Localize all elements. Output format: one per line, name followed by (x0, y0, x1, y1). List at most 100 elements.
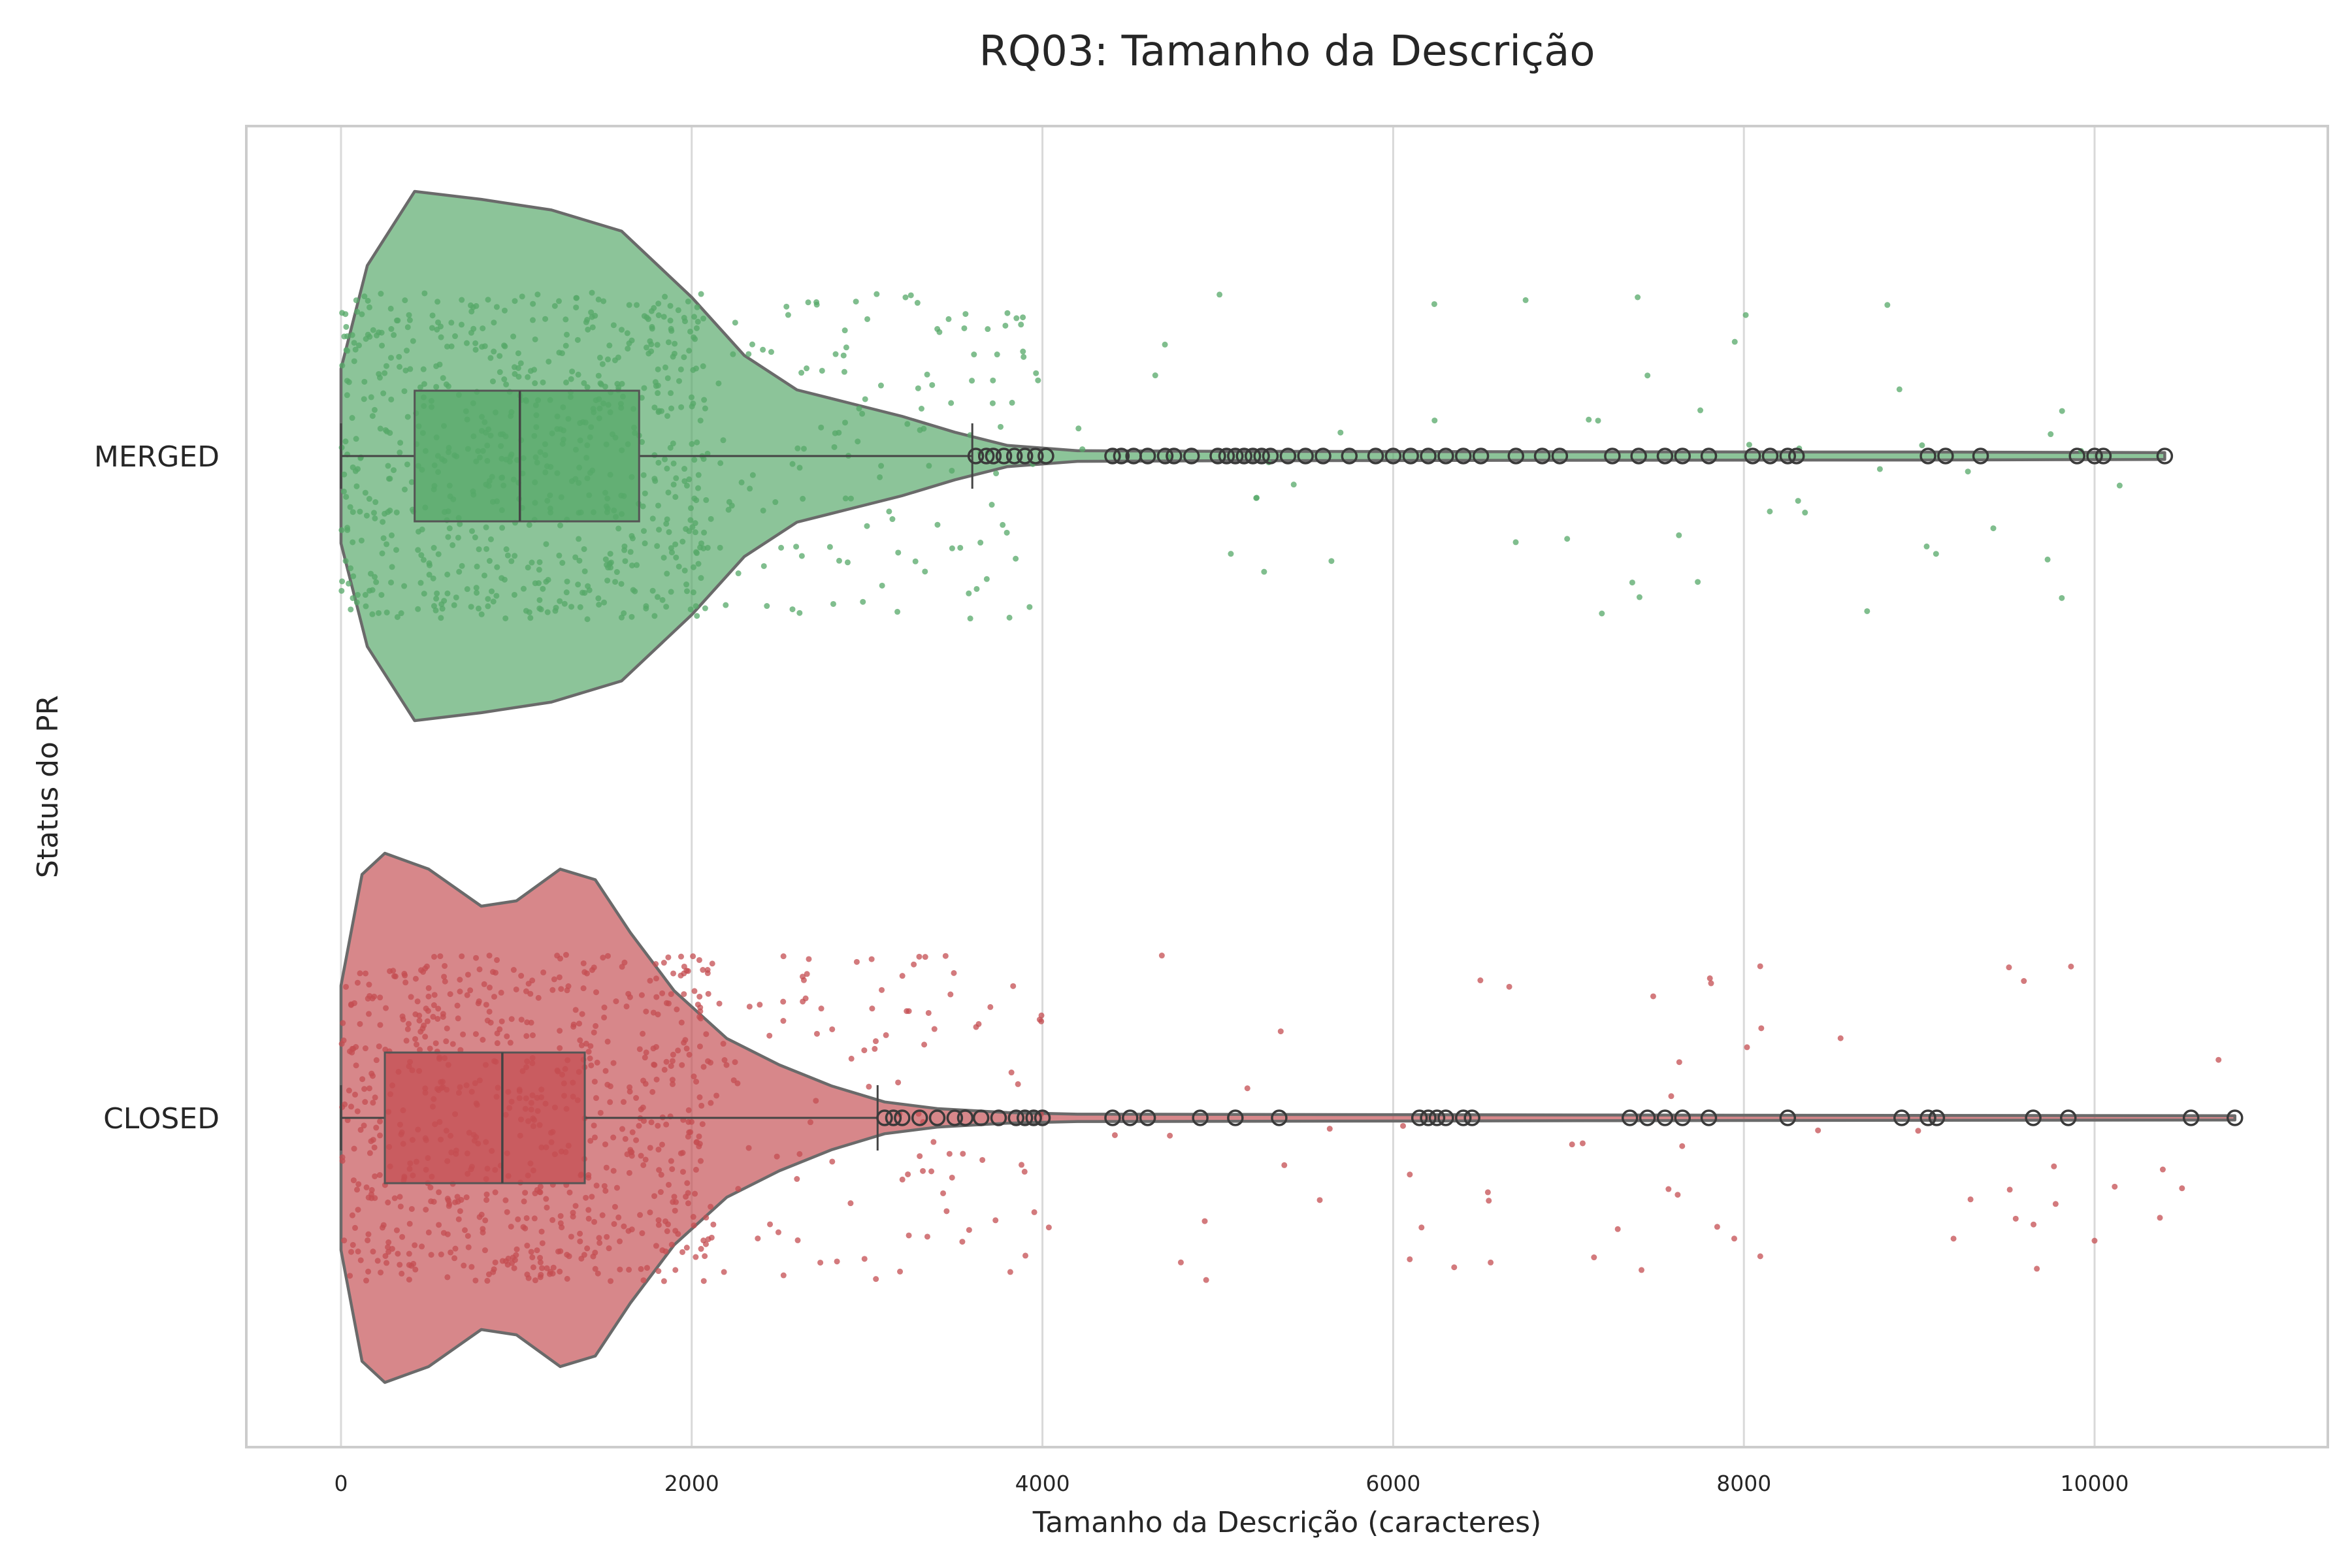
strip-point (581, 568, 588, 574)
strip-point (794, 1176, 800, 1183)
strip-point (904, 1008, 910, 1015)
strip-point (512, 553, 518, 559)
strip-point (943, 1208, 950, 1215)
strip-point (1021, 1168, 1028, 1175)
strip-point (619, 964, 625, 970)
strip-point (1933, 551, 1939, 557)
strip-point (525, 564, 531, 571)
strip-point (686, 528, 693, 534)
strip-point (1035, 377, 1041, 384)
outlier-point (1656, 448, 1674, 465)
outlier-point (1297, 448, 1314, 465)
strip-point (576, 536, 582, 542)
strip-point (629, 1226, 635, 1233)
strip-point (424, 1018, 431, 1024)
strip-point (942, 953, 949, 959)
strip-point (869, 1005, 875, 1012)
strip-point (406, 1220, 413, 1227)
strip-point (556, 974, 563, 981)
strip-point (1744, 1044, 1750, 1051)
strip-point (1757, 963, 1763, 970)
strip-point (656, 527, 662, 533)
strip-point (492, 1259, 498, 1266)
strip-point (536, 566, 542, 573)
strip-point (341, 333, 348, 340)
strip-point (444, 343, 450, 350)
strip-point (675, 1047, 681, 1054)
strip-point (647, 1145, 653, 1151)
strip-point (412, 1242, 418, 1249)
outlier-point (995, 448, 1013, 465)
strip-point (668, 549, 675, 556)
strip-point (2059, 595, 2065, 601)
strip-point (378, 291, 384, 297)
strip-point (877, 382, 884, 389)
violins (339, 189, 2236, 1384)
strip-point (684, 1180, 691, 1186)
strip-point (457, 976, 463, 983)
strip-point (802, 995, 809, 1002)
strip-point (584, 384, 591, 391)
strip-point (448, 1249, 454, 1256)
strip-point (818, 424, 825, 431)
strip-point (670, 482, 677, 488)
strip-point (526, 521, 532, 528)
strip-point (760, 507, 766, 514)
strip-point (685, 1107, 692, 1113)
strip-point (436, 361, 443, 368)
strip-point (715, 380, 722, 387)
strip-point (618, 581, 625, 587)
strip-point (406, 1250, 412, 1257)
outlier-point (2095, 448, 2112, 465)
strip-point (600, 955, 606, 961)
strip-point (556, 552, 563, 559)
outlier-point (1367, 448, 1384, 465)
strip-point (1281, 1162, 1288, 1168)
strip-point (524, 1271, 531, 1278)
strip-point (507, 1039, 514, 1046)
strip-point (2112, 1183, 2118, 1190)
strip-point (580, 960, 587, 966)
strip-point (391, 467, 397, 474)
strip-point (601, 599, 608, 606)
outlier-point (1893, 1109, 1910, 1126)
strip-point (612, 1203, 618, 1210)
strip-point (662, 293, 668, 300)
strip-point (352, 1224, 359, 1231)
strip-point (957, 544, 964, 551)
strip-point (361, 378, 368, 385)
strip-point (653, 994, 660, 1000)
strip-point (443, 1038, 449, 1045)
strip-point (460, 1031, 466, 1037)
strip-point (1629, 580, 1635, 586)
strip-point (629, 1129, 636, 1135)
strip-point (629, 1149, 635, 1156)
strip-point (700, 1064, 707, 1070)
strip-point (452, 1245, 459, 1252)
strip-point (672, 494, 679, 500)
strip-point (979, 1156, 986, 1163)
strip-point (864, 316, 871, 322)
strip-point (420, 557, 427, 563)
strip-point (551, 302, 558, 309)
strip-point (1277, 1028, 1284, 1035)
strip-point (664, 465, 670, 472)
strip-point (518, 973, 525, 979)
strip-point (679, 538, 686, 545)
strip-point (340, 1037, 347, 1043)
strip-point (1007, 1269, 1013, 1275)
strip-point (536, 605, 543, 612)
strip-point (448, 319, 455, 326)
strip-point (427, 1184, 434, 1191)
outlier-point (1420, 1109, 1437, 1126)
strip-point (1579, 1140, 1586, 1147)
strip-point (655, 1222, 662, 1228)
strip-point (1650, 993, 1656, 1000)
strip-point (627, 1084, 633, 1090)
strip-point (2006, 964, 2012, 971)
strip-point (348, 1249, 355, 1255)
strip-point (655, 1147, 662, 1153)
strip-point (357, 508, 363, 515)
strip-point (864, 523, 870, 529)
strip-point (1884, 302, 1891, 308)
